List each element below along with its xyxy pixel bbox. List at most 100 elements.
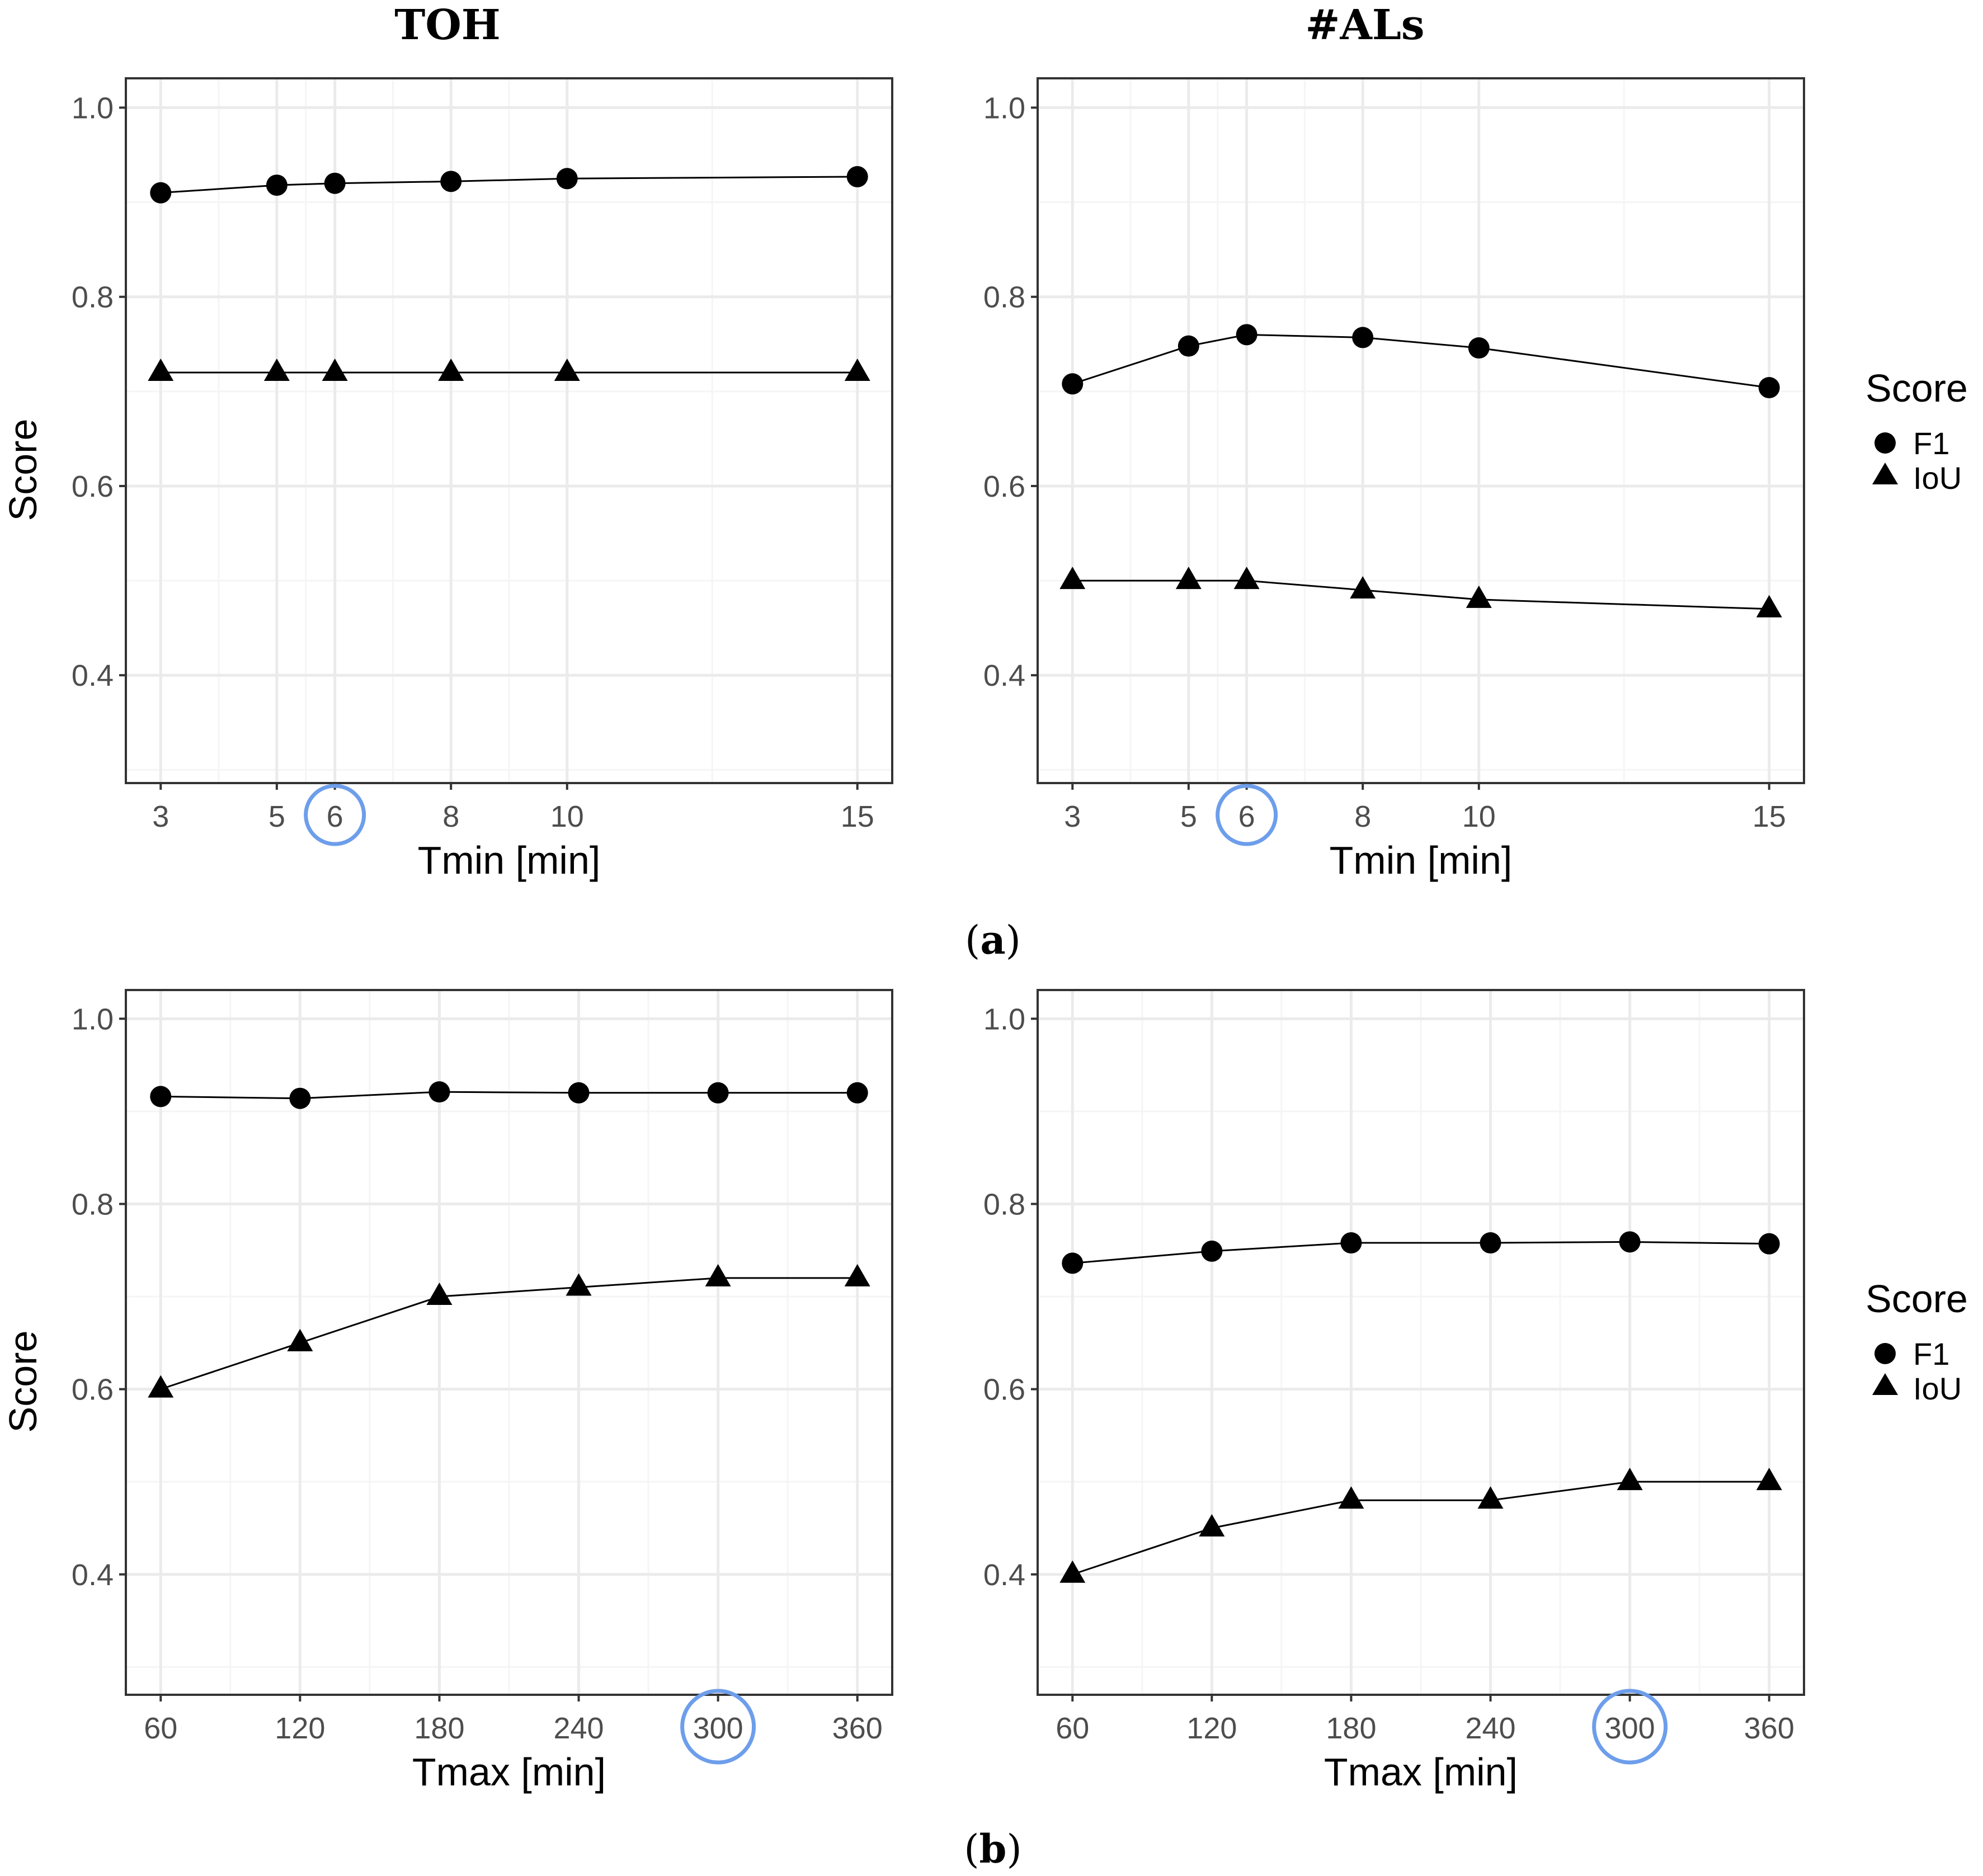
legend-label-iou: IoU [1913,1371,1962,1406]
x-tick-label: 5 [1180,800,1197,833]
y-tick-label: 0.8 [983,281,1025,314]
column-title-toh: TOH [394,1,500,49]
data-point-f1 [324,172,346,194]
x-tick-label: 120 [275,1712,325,1745]
series-line-f1 [1072,333,1769,389]
data-point-iou [1059,567,1086,590]
legend-b: Score F1 IoU [1866,1277,1968,1406]
legend-title: Score [1866,366,1968,410]
data-point-iou [287,1328,313,1351]
data-point-f1 [568,1082,590,1104]
data-point-f1 [289,1087,311,1109]
data-point-f1 [150,182,172,204]
data-point-f1 [440,171,462,192]
panel-border [1037,77,1805,784]
y-tick-label: 0.8 [983,1187,1025,1221]
data-point-iou [1756,1468,1782,1491]
legend-title: Score [1866,1277,1968,1321]
x-tick-label: 8 [1354,800,1371,833]
data-point-iou [148,358,174,381]
x-tick-label: 300 [1605,1712,1655,1745]
data-point-iou [426,1283,453,1305]
data-point-iou [844,358,870,381]
data-point-f1 [1758,1233,1780,1255]
x-tick-label: 360 [832,1712,883,1745]
series-line-f1 [1072,1241,1769,1264]
y-tick-label: 0.8 [72,1187,114,1221]
data-point-f1 [707,1082,729,1104]
data-point-iou [1477,1486,1504,1509]
panel-border [1037,989,1805,1696]
x-axis-title: Tmax [min] [1324,1750,1518,1794]
series-line-iou [1072,1481,1769,1576]
data-point-iou [263,358,290,381]
data-point-f1 [846,1082,868,1104]
column-title-als: #ALs [1305,1,1424,49]
x-tick-label: 6 [1238,800,1255,833]
y-tick-label: 0.4 [72,1558,114,1592]
x-tick-label: 180 [414,1712,464,1745]
series-line-iou [1072,579,1769,610]
data-point-iou [148,1375,174,1398]
panel-b-toh: 0.4 0.6 0.8 1.0 60 120 180 240 300 360 Tmax [min] S… [1,989,893,1794]
x-tick-label: 15 [1753,800,1786,833]
data-point-iou [844,1264,870,1286]
panel-border [125,77,893,784]
y-tick-label: 1.0 [72,1002,114,1036]
subfigure-label-b: (b) [964,1826,1022,1872]
highlight-circle-icon [304,784,366,846]
data-point-iou [1199,1514,1225,1536]
series-line-iou [160,1277,858,1390]
y-axis-title: Score [1,1331,45,1433]
y-axis-title: Score [1,419,45,521]
highlight-circle-icon [1216,784,1278,846]
series-line-f1 [161,176,858,194]
series-line-f1 [161,1091,858,1100]
x-tick-label: 15 [841,800,874,833]
data-point-iou [705,1264,731,1286]
y-tick-label: 1.0 [983,91,1025,125]
legend-label-f1: F1 [1913,1336,1949,1371]
x-tick-label: 120 [1186,1712,1237,1745]
legend-f1-circle-icon [1874,1343,1896,1364]
data-point-f1 [150,1086,172,1107]
data-point-f1 [428,1081,450,1103]
data-point-iou [554,358,580,381]
data-point-iou [1059,1560,1086,1583]
y-tick-label: 1.0 [72,91,114,125]
data-point-iou [1756,595,1782,618]
x-tick-label: 360 [1744,1712,1794,1745]
x-axis-title: Tmax [min] [412,1750,606,1794]
data-point-f1 [846,166,868,187]
data-point-iou [1350,576,1376,598]
x-tick-label: 240 [1465,1712,1515,1745]
legend-iou-triangle-icon [1872,463,1898,484]
y-tick-label: 0.6 [72,1373,114,1407]
y-tick-label: 0.6 [72,470,114,503]
panel-a-toh: 0.4 0.6 0.8 1.0 3 5 6 8 10 15 Tmin [min] Score [1,77,893,882]
data-point-f1 [1062,1252,1084,1274]
x-axis-title: Tmin [min] [1330,838,1513,882]
data-point-iou [322,358,348,381]
data-point-iou [1466,585,1492,608]
x-tick-label: 300 [693,1712,743,1745]
data-point-f1 [1480,1232,1501,1254]
legend-iou-triangle-icon [1872,1373,1898,1395]
x-tick-label: 3 [152,800,169,833]
data-point-iou [438,358,464,381]
legend-label-f1: F1 [1913,426,1949,461]
data-point-f1 [1201,1240,1223,1262]
y-tick-label: 0.8 [72,281,114,314]
highlight-circle-icon [1592,1689,1668,1765]
y-tick-label: 0.6 [983,470,1025,503]
data-point-f1 [1619,1231,1641,1253]
x-tick-label: 3 [1064,800,1081,833]
x-tick-label: 6 [327,800,343,833]
data-point-f1 [556,168,578,190]
x-tick-label: 10 [550,800,584,833]
data-point-f1 [1177,335,1199,357]
y-tick-label: 0.4 [983,1558,1025,1592]
data-point-f1 [1468,337,1490,359]
panel-b-als: 0.4 0.6 0.8 1.0 60 120 180 240 300 360 Tmax [min] [983,989,1805,1794]
x-tick-label: 180 [1326,1712,1376,1745]
